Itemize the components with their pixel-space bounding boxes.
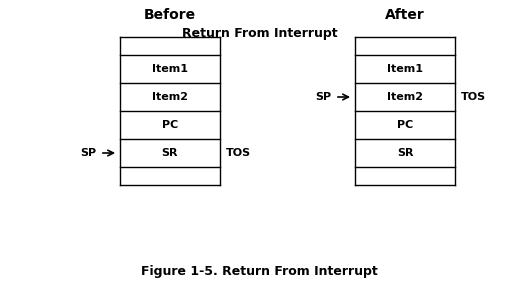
Text: SR: SR — [162, 148, 178, 158]
Text: SP: SP — [80, 148, 96, 158]
Text: Return From Interrupt: Return From Interrupt — [182, 27, 337, 40]
Text: Item1: Item1 — [152, 64, 188, 74]
Text: PC: PC — [397, 120, 413, 130]
Text: TOS: TOS — [461, 92, 486, 102]
Text: Item2: Item2 — [387, 92, 423, 102]
Text: SR: SR — [397, 148, 413, 158]
Text: TOS: TOS — [226, 148, 251, 158]
Text: Item2: Item2 — [152, 92, 188, 102]
Text: PC: PC — [162, 120, 178, 130]
Text: Before: Before — [144, 8, 196, 22]
Text: Item1: Item1 — [387, 64, 423, 74]
Text: SP: SP — [315, 92, 331, 102]
Text: Figure 1-5. Return From Interrupt: Figure 1-5. Return From Interrupt — [141, 266, 378, 278]
Text: After: After — [385, 8, 425, 22]
